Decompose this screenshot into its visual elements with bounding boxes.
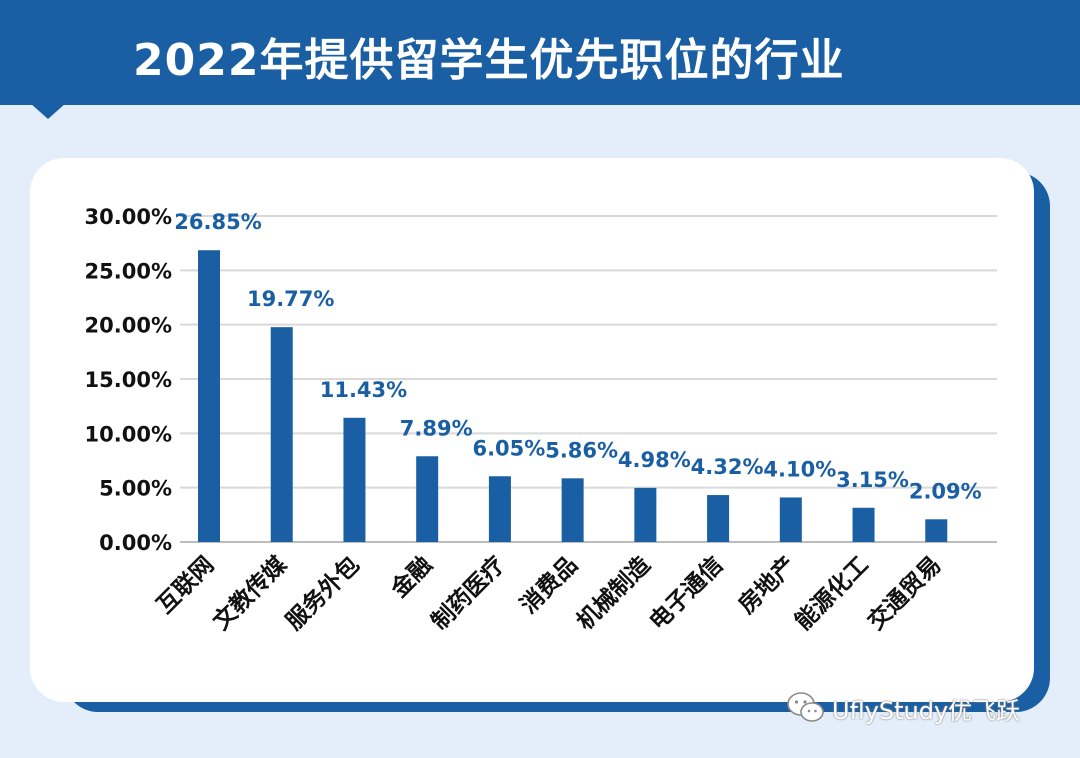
watermark-text: UflyStudy优飞跃	[832, 696, 1021, 725]
wechat-icon	[787, 692, 824, 722]
data-label: 26.85%	[174, 210, 261, 234]
y-tick-label: 15.00%	[85, 368, 172, 392]
x-tick-label: 机械制造	[572, 551, 656, 635]
x-tick-label: 服务外包	[281, 551, 365, 635]
bar	[634, 487, 657, 542]
data-label: 4.98%	[618, 448, 691, 472]
bar	[270, 327, 293, 542]
data-label: 4.10%	[763, 457, 836, 481]
x-tick-label: 文教传媒	[208, 550, 293, 635]
bar	[852, 507, 875, 542]
y-tick-label: 5.00%	[99, 477, 172, 501]
data-label: 7.89%	[400, 416, 473, 440]
bar	[198, 250, 220, 543]
data-label: 3.15%	[836, 468, 909, 492]
bar	[707, 495, 730, 542]
bar	[925, 519, 948, 542]
x-tick-label: 制药医疗	[426, 551, 510, 635]
chart-card	[30, 158, 1034, 702]
data-label: 6.05%	[472, 436, 545, 460]
bar	[779, 497, 802, 542]
x-tick-label: 房地产	[733, 551, 801, 619]
x-tick-label: 电子通信	[644, 551, 728, 635]
bar	[561, 478, 584, 542]
page-title: 2022年提供留学生优先职位的行业	[133, 35, 845, 86]
y-tick-label: 10.00%	[85, 422, 172, 446]
y-tick-label: 0.00%	[99, 531, 172, 555]
x-tick-label: 金融	[385, 551, 437, 603]
x-tick-label: 消费品	[516, 552, 583, 619]
watermark: UflyStudy优飞跃	[786, 690, 1020, 726]
data-label: 2.09%	[909, 479, 982, 503]
bar	[343, 417, 366, 542]
x-tick-label: 互联网	[152, 552, 219, 619]
bar	[416, 456, 439, 542]
y-tick-label: 25.00%	[85, 259, 172, 283]
y-tick-label: 20.00%	[85, 314, 172, 338]
data-label: 4.32%	[691, 455, 764, 479]
data-label: 11.43%	[320, 378, 407, 402]
x-tick-label: 交通贸易	[862, 551, 946, 635]
data-label: 5.86%	[545, 438, 618, 462]
header-banner	[0, 0, 1080, 105]
bar	[488, 476, 511, 542]
header-notch	[30, 103, 66, 119]
x-tick-label: 能源化工	[790, 551, 874, 635]
y-tick-label: 30.00%	[85, 205, 172, 229]
data-label: 19.77%	[247, 287, 334, 311]
